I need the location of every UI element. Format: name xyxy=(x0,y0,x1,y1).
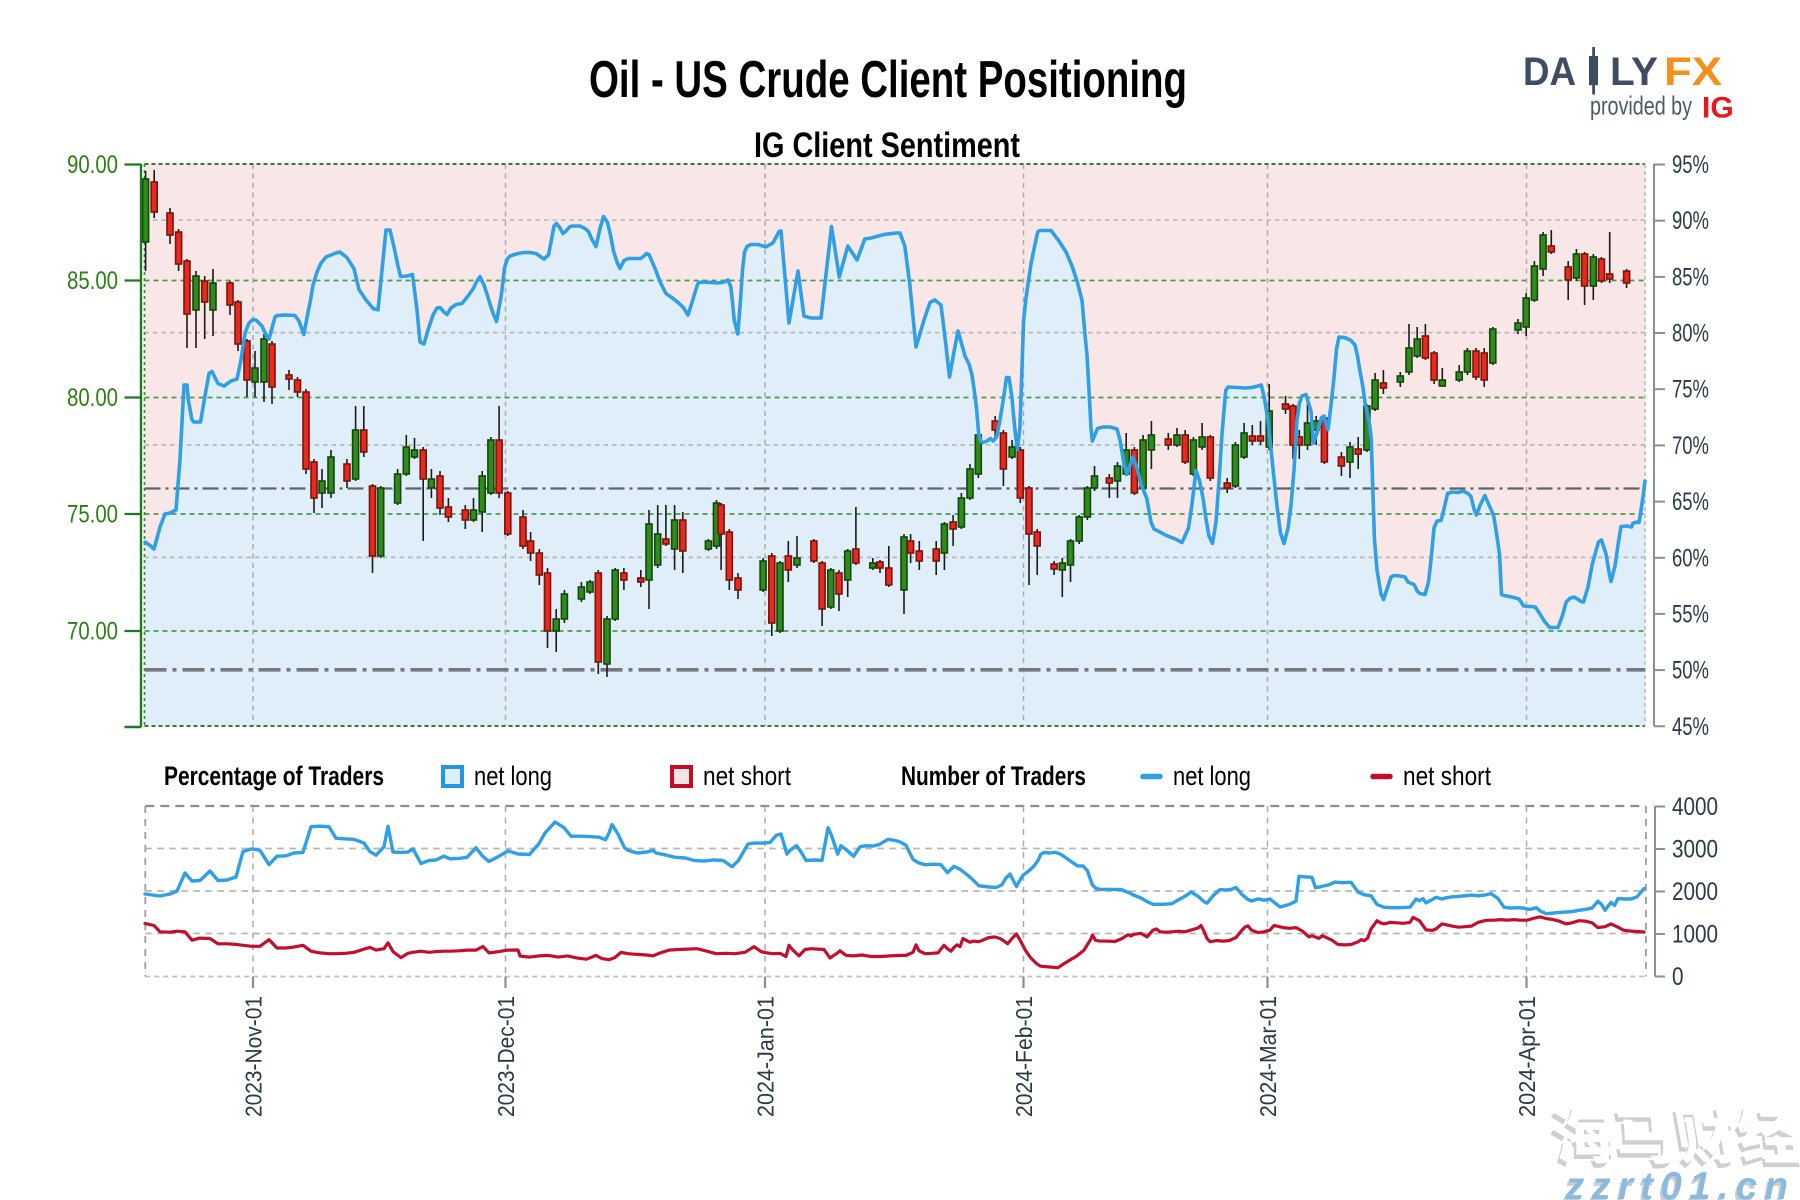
svg-text:1000: 1000 xyxy=(1672,921,1718,949)
svg-text:75.00: 75.00 xyxy=(67,501,118,529)
svg-text:85%: 85% xyxy=(1672,263,1709,291)
svg-text:90.00: 90.00 xyxy=(67,151,118,179)
svg-text:2024-Apr-01: 2024-Apr-01 xyxy=(1514,996,1540,1117)
svg-text:2024-Jan-01: 2024-Jan-01 xyxy=(753,996,779,1117)
svg-text:FX: FX xyxy=(1664,50,1722,94)
svg-text:45%: 45% xyxy=(1672,713,1709,741)
svg-text:75%: 75% xyxy=(1672,376,1709,404)
svg-text:net long: net long xyxy=(1173,761,1251,791)
svg-text:2024-Feb-01: 2024-Feb-01 xyxy=(1011,996,1037,1117)
svg-text:4000: 4000 xyxy=(1672,793,1718,821)
svg-text:net long: net long xyxy=(474,761,552,791)
svg-text:IG: IG xyxy=(1702,92,1734,125)
svg-text:80.00: 80.00 xyxy=(67,384,118,412)
svg-text:provided by: provided by xyxy=(1590,91,1692,121)
svg-text:60%: 60% xyxy=(1672,544,1709,572)
svg-text:0: 0 xyxy=(1672,963,1684,991)
svg-text:95%: 95% xyxy=(1672,151,1709,179)
svg-text:net short: net short xyxy=(1403,761,1491,791)
svg-text:2000: 2000 xyxy=(1672,878,1718,906)
svg-text:85.00: 85.00 xyxy=(67,267,118,295)
svg-text:zzrt01.cn: zzrt01.cn xyxy=(1562,1169,1786,1200)
svg-text:IG Client Sentiment: IG Client Sentiment xyxy=(754,126,1020,165)
svg-text:Number of Traders: Number of Traders xyxy=(901,761,1086,791)
svg-text:90%: 90% xyxy=(1672,207,1709,235)
svg-text:2023-Dec-01: 2023-Dec-01 xyxy=(493,996,519,1117)
svg-text:70%: 70% xyxy=(1672,432,1709,460)
svg-text:Oil - US Crude Client Position: Oil - US Crude Client Positioning xyxy=(589,51,1187,109)
svg-text:Percentage of Traders: Percentage of Traders xyxy=(164,761,384,791)
svg-text:70.00: 70.00 xyxy=(67,618,118,646)
svg-text:2023-Nov-01: 2023-Nov-01 xyxy=(241,996,267,1117)
svg-text:3000: 3000 xyxy=(1672,836,1718,864)
svg-text:80%: 80% xyxy=(1672,320,1709,348)
svg-text:55%: 55% xyxy=(1672,600,1709,628)
svg-text:2024-Mar-01: 2024-Mar-01 xyxy=(1255,996,1281,1117)
svg-text:net short: net short xyxy=(703,761,791,791)
svg-text:zzrt01.cn: zzrt01.cn xyxy=(1564,1165,1788,1200)
svg-text:LY: LY xyxy=(1610,50,1658,94)
svg-text:50%: 50% xyxy=(1672,657,1709,685)
svg-text:DA: DA xyxy=(1523,50,1576,94)
svg-text:65%: 65% xyxy=(1672,488,1709,516)
